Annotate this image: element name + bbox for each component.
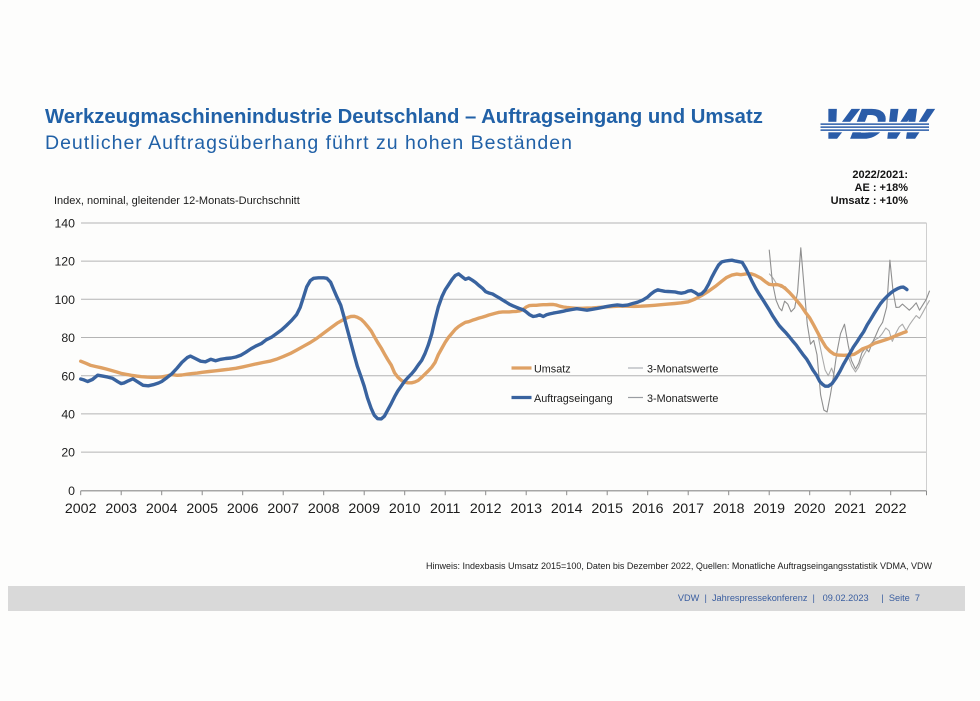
svg-text:120: 120: [54, 255, 75, 269]
svg-text:2008: 2008: [308, 501, 340, 517]
svg-text:0: 0: [68, 484, 75, 498]
svg-text:Auftragseingang: Auftragseingang: [534, 393, 613, 405]
svg-text:2013: 2013: [510, 501, 542, 517]
svg-text:3-Monatswerte: 3-Monatswerte: [647, 393, 718, 405]
svg-text:100: 100: [54, 293, 75, 307]
svg-text:2003: 2003: [105, 501, 137, 517]
svg-text:Index, nominal, gleitender 12-: Index, nominal, gleitender 12-Monats-Dur…: [54, 195, 300, 207]
svg-text:2010: 2010: [389, 501, 421, 517]
svg-text:2017: 2017: [672, 501, 704, 517]
svg-text:2011: 2011: [430, 501, 461, 517]
svg-text:2005: 2005: [186, 501, 218, 517]
svg-text:2009: 2009: [348, 501, 380, 517]
svg-text:80: 80: [61, 331, 75, 345]
svg-text:2015: 2015: [591, 501, 623, 517]
svg-text:2007: 2007: [267, 501, 299, 517]
svg-text:2021: 2021: [834, 501, 866, 517]
svg-text:Umsatz: Umsatz: [534, 363, 571, 375]
svg-text:2020: 2020: [794, 501, 826, 517]
svg-text:2002: 2002: [65, 501, 97, 517]
svg-text:60: 60: [61, 369, 75, 383]
svg-text:2014: 2014: [551, 501, 583, 517]
svg-text:2004: 2004: [146, 501, 178, 517]
svg-text:3-Monatswerte: 3-Monatswerte: [647, 363, 718, 375]
svg-text:2012: 2012: [470, 501, 502, 517]
svg-text:2018: 2018: [713, 501, 745, 517]
svg-text:2016: 2016: [632, 501, 664, 517]
svg-text:2006: 2006: [227, 501, 259, 517]
svg-text:40: 40: [61, 408, 75, 422]
svg-text:2022: 2022: [875, 501, 907, 517]
svg-text:2019: 2019: [753, 501, 785, 517]
svg-text:140: 140: [54, 217, 75, 231]
svg-text:20: 20: [61, 446, 75, 460]
